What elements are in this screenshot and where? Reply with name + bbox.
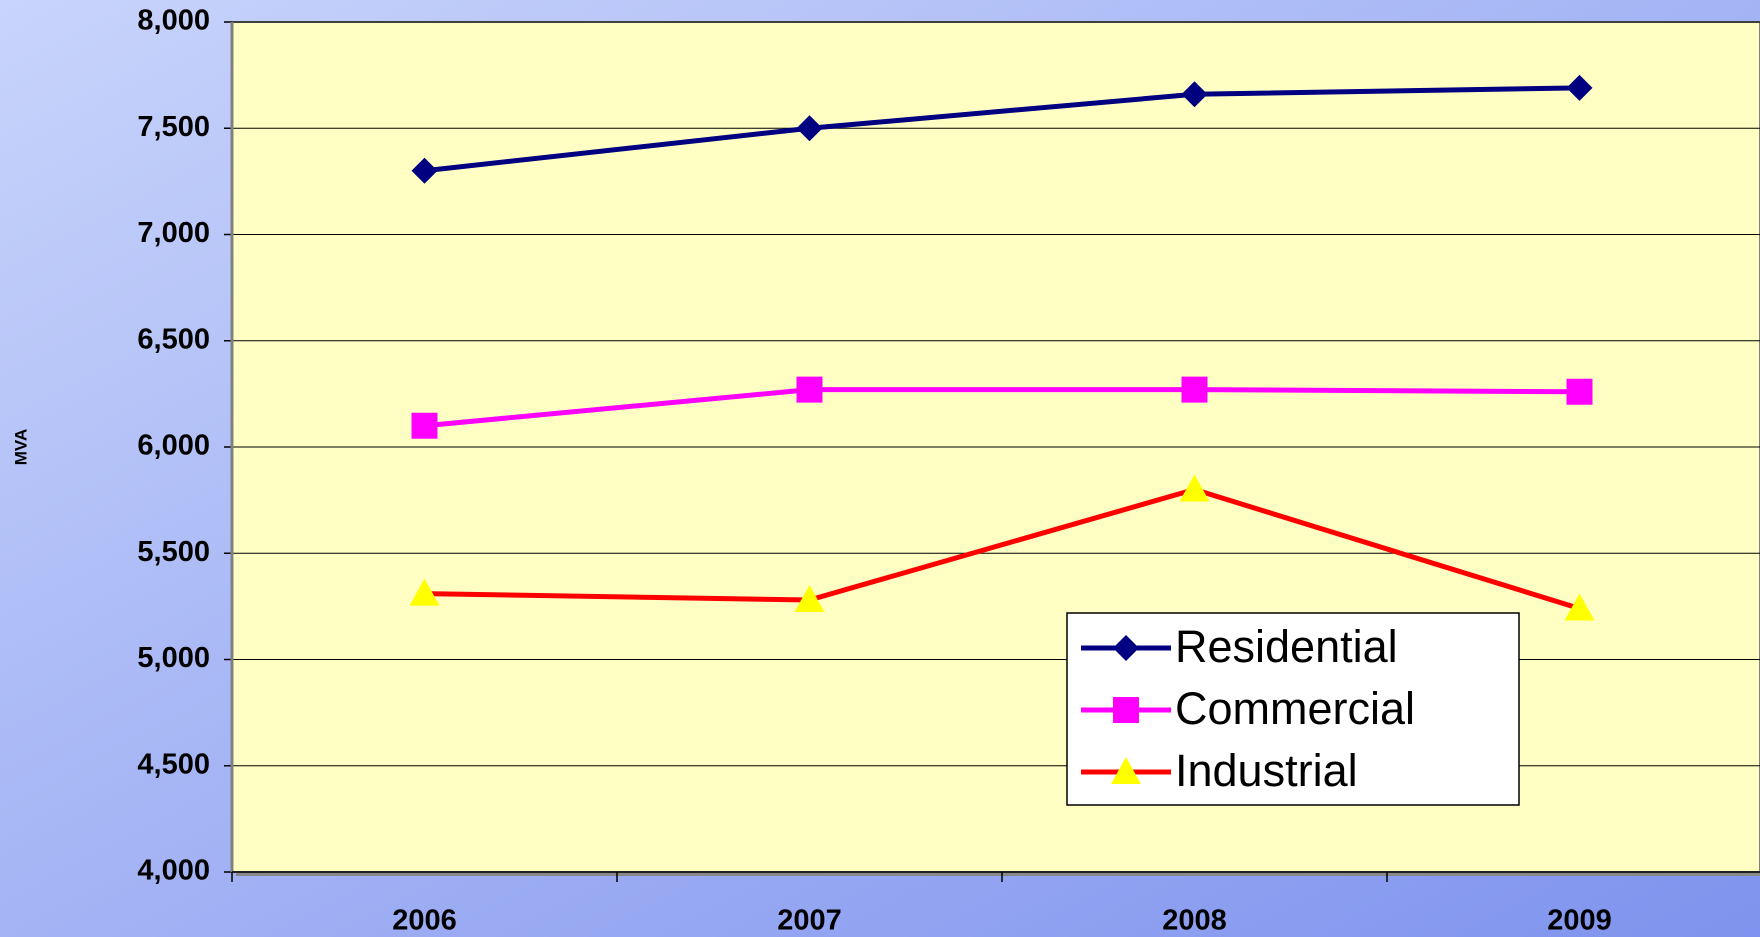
x-tick-label: 2006 xyxy=(392,905,457,937)
y-tick-label: 5,500 xyxy=(137,536,210,568)
y-tick-label: 4,000 xyxy=(137,855,210,887)
y-tick-label: 8,000 xyxy=(137,5,210,37)
x-tick-label: 2008 xyxy=(1162,905,1227,937)
x-tick-label: 2009 xyxy=(1547,905,1612,937)
y-tick-label: 7,500 xyxy=(137,111,210,143)
legend-label: Commercial xyxy=(1175,683,1415,734)
legend: Residential Commercial Industrial xyxy=(1066,612,1520,806)
y-tick-label: 5,000 xyxy=(137,642,210,674)
series-line xyxy=(424,487,1581,611)
y-tick-label: 4,500 xyxy=(137,748,210,780)
legend-marker xyxy=(1113,635,1139,661)
y-tick-label: 6,000 xyxy=(137,430,210,462)
legend-marker xyxy=(1111,757,1141,784)
series-line xyxy=(424,85,1580,174)
data-point xyxy=(796,115,823,142)
y-tick-label: 7,000 xyxy=(137,217,210,249)
data-point xyxy=(796,376,823,403)
legend-marker xyxy=(1113,697,1139,723)
data-point xyxy=(1181,376,1208,403)
data-point xyxy=(409,578,440,606)
y-tick-label: 6,500 xyxy=(137,323,210,355)
series-line xyxy=(424,387,1580,429)
data-point xyxy=(794,585,825,612)
data-point xyxy=(1181,81,1208,108)
data-point xyxy=(1179,474,1210,502)
data-point xyxy=(411,157,438,184)
plot-layer: 4,000 4,500 5,000 5,500 6,000 6,500 7,000 7,500… xyxy=(137,5,1760,937)
legend-label: Industrial xyxy=(1175,745,1358,796)
y-axis-label: MVA xyxy=(11,429,30,466)
data-point xyxy=(411,412,438,439)
data-point xyxy=(1566,74,1593,101)
x-tick-label: 2007 xyxy=(777,905,842,937)
legend-label: Residential xyxy=(1175,621,1398,672)
data-point xyxy=(1566,378,1593,405)
data-point xyxy=(1564,593,1595,621)
